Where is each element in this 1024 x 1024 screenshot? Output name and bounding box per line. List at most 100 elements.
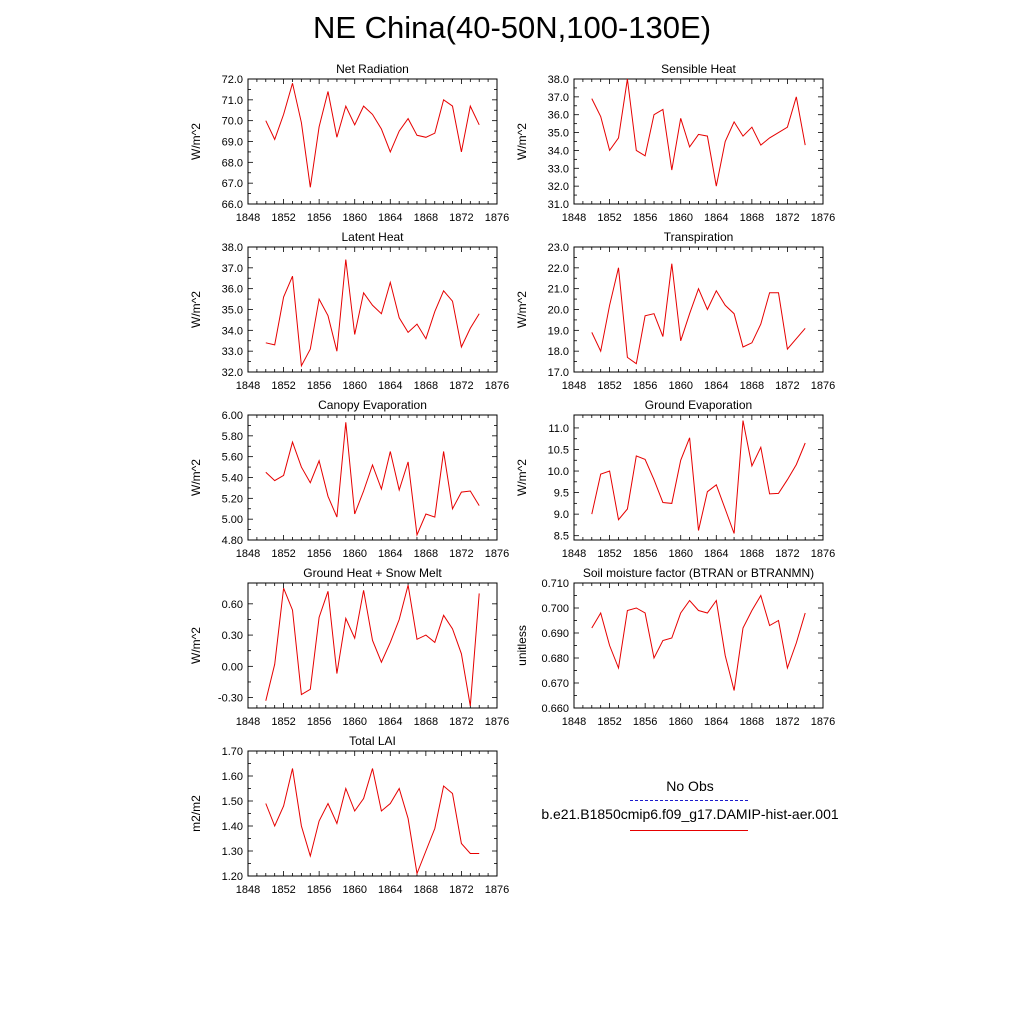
- series-line: [265, 83, 480, 188]
- y-tick-label: 19.0: [548, 325, 569, 337]
- y-tick-label: 0.30: [222, 630, 243, 642]
- y-tick-label: 22.0: [548, 263, 569, 275]
- y-tick-label: 37.0: [548, 92, 569, 104]
- plot-frame: [573, 78, 824, 205]
- panel-title: Transpiration: [664, 230, 734, 244]
- y-tick-label: 33.0: [548, 163, 569, 175]
- x-tick-label: 1856: [307, 548, 331, 560]
- x-tick-label: 1852: [271, 884, 295, 896]
- x-tick-label: 1868: [740, 212, 764, 224]
- x-tick-label: 1848: [236, 548, 260, 560]
- x-tick-label: 1860: [342, 884, 366, 896]
- legend-case-label: b.e21.B1850cmip6.f09_g17.DAMIP-hist-aer.…: [541, 806, 839, 822]
- series-line: [265, 422, 480, 537]
- y-tick-label: 23.0: [548, 242, 569, 254]
- y-tick-label: 70.0: [222, 116, 243, 128]
- y-tick-label: 17.0: [548, 367, 569, 379]
- y-tick-label: 10.5: [548, 444, 569, 456]
- panel-title: Sensible Heat: [661, 62, 736, 76]
- legend-obs-label: No Obs: [666, 778, 714, 794]
- x-tick-label: 1852: [597, 548, 621, 560]
- y-tick-label: 38.0: [222, 242, 243, 254]
- x-tick-label: 1876: [811, 716, 835, 728]
- legend-case-line: [630, 830, 748, 831]
- x-tick-label: 1876: [811, 380, 835, 392]
- x-tick-label: 1872: [775, 212, 799, 224]
- x-tick-label: 1872: [449, 212, 473, 224]
- y-tick-label: 1.20: [222, 871, 243, 883]
- y-tick-label: -0.30: [218, 693, 243, 705]
- legend-obs-line: [630, 800, 748, 801]
- y-tick-label: 10.0: [548, 466, 569, 478]
- y-axis-label: W/m^2: [189, 291, 203, 328]
- y-axis-label: W/m^2: [189, 123, 203, 160]
- x-tick-label: 1852: [597, 380, 621, 392]
- y-tick-label: 68.0: [222, 157, 243, 169]
- y-tick-label: 71.0: [222, 95, 243, 107]
- y-tick-label: 0.690: [541, 628, 569, 640]
- page-title: NE China(40-50N,100-130E): [312, 10, 712, 45]
- y-tick-label: 37.0: [222, 263, 243, 275]
- x-tick-label: 1856: [633, 716, 657, 728]
- panel-9: 1848 1852 1856 1860 1864 1868 1872 1876 1.20 1.30…: [189, 734, 509, 896]
- y-tick-label: 72.0: [222, 74, 243, 86]
- y-tick-label: 8.5: [554, 531, 569, 543]
- x-tick-label: 1856: [633, 380, 657, 392]
- panel-7: 1848 1852 1856 1860 1864 1868 1872 1876 -0.30 0.0…: [189, 566, 509, 728]
- x-tick-label: 1864: [704, 716, 728, 728]
- x-tick-label: 1848: [562, 716, 586, 728]
- panel-5: 1848 1852 1856 1860 1864 1868 1872 1876 4.80 5.00…: [189, 398, 509, 560]
- y-tick-label: 66.0: [222, 199, 243, 211]
- y-axis-label: W/m^2: [189, 627, 203, 664]
- y-tick-label: 0.680: [541, 653, 569, 665]
- y-tick-label: 36.0: [222, 284, 243, 296]
- y-tick-label: 18.0: [548, 346, 569, 358]
- x-tick-label: 1872: [449, 716, 473, 728]
- x-tick-label: 1848: [236, 884, 260, 896]
- series-line: [591, 420, 806, 534]
- x-tick-label: 1856: [307, 212, 331, 224]
- y-tick-label: 5.80: [222, 431, 243, 443]
- x-tick-label: 1860: [668, 716, 692, 728]
- y-tick-label: 9.0: [554, 509, 569, 521]
- series-line: [591, 263, 806, 365]
- y-tick-label: 34.0: [548, 145, 569, 157]
- x-tick-label: 1860: [342, 212, 366, 224]
- series-line: [265, 584, 480, 706]
- x-tick-label: 1868: [740, 548, 764, 560]
- y-tick-label: 32.0: [548, 181, 569, 193]
- plot-frame: [573, 414, 824, 541]
- y-axis-label: W/m^2: [189, 459, 203, 496]
- x-tick-label: 1876: [485, 380, 509, 392]
- panel-4: 1848 1852 1856 1860 1864 1868 1872 1876 17.0 18.0…: [515, 230, 835, 392]
- y-axis-label: W/m^2: [515, 291, 529, 328]
- y-tick-label: 0.60: [222, 599, 243, 611]
- x-tick-label: 1864: [378, 212, 402, 224]
- x-tick-label: 1848: [562, 548, 586, 560]
- x-tick-label: 1876: [485, 548, 509, 560]
- x-tick-label: 1868: [414, 212, 438, 224]
- x-tick-label: 1852: [271, 380, 295, 392]
- panel-title: Latent Heat: [341, 230, 404, 244]
- x-tick-label: 1872: [775, 716, 799, 728]
- y-tick-label: 1.40: [222, 821, 243, 833]
- y-axis-label: W/m^2: [515, 459, 529, 496]
- x-tick-label: 1864: [378, 548, 402, 560]
- plot-frame: [247, 246, 498, 373]
- y-tick-label: 5.60: [222, 452, 243, 464]
- y-tick-label: 31.0: [548, 199, 569, 211]
- x-tick-label: 1868: [414, 884, 438, 896]
- y-axis-label: unitless: [515, 625, 529, 666]
- x-tick-label: 1852: [271, 212, 295, 224]
- x-tick-label: 1864: [704, 212, 728, 224]
- x-tick-label: 1868: [740, 380, 764, 392]
- y-tick-label: 0.660: [541, 703, 569, 715]
- x-tick-label: 1856: [307, 380, 331, 392]
- x-tick-label: 1864: [378, 380, 402, 392]
- x-tick-label: 1872: [449, 380, 473, 392]
- y-tick-label: 35.0: [548, 128, 569, 140]
- x-tick-label: 1856: [633, 212, 657, 224]
- y-tick-label: 11.0: [548, 423, 569, 435]
- series-line: [265, 768, 480, 876]
